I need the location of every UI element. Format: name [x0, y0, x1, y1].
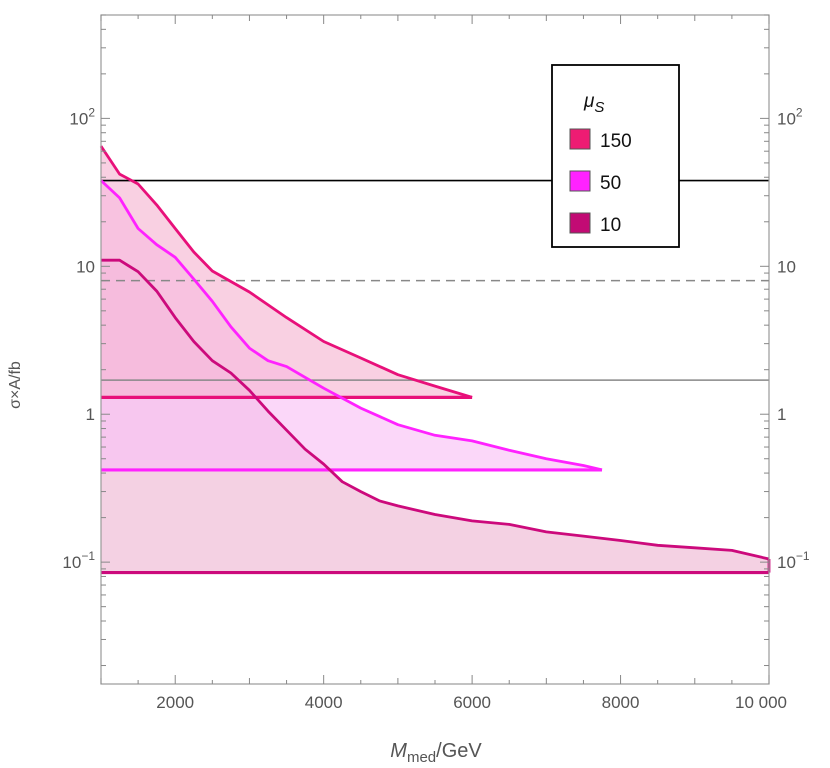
- series-line-50: [100, 179, 603, 472]
- legend-title: μS: [583, 91, 604, 116]
- y-tick-label-base: 10: [76, 257, 95, 276]
- y-tick-label-base: 1: [777, 405, 786, 424]
- y-tick-label-base: 10: [69, 109, 88, 128]
- y-tick-label-right: 102: [777, 105, 803, 128]
- x-axis-title-unit: /GeV: [436, 740, 482, 762]
- y-tick-label-base: 10: [62, 553, 81, 572]
- y-tick-label-base: 10: [777, 109, 796, 128]
- y-tick-label-exponent: −1: [796, 549, 810, 563]
- legend-swatch-50: [569, 170, 591, 192]
- area-fill-150: [101, 146, 473, 398]
- y-tick-label-left: 10: [76, 257, 95, 276]
- x-axis-title-main: M: [390, 740, 407, 762]
- y-tick-label-exponent: 2: [796, 105, 803, 119]
- y-axis-title: σ×A/fb: [7, 361, 24, 409]
- legend-swatch-150: [569, 128, 591, 150]
- legend-title-symbol: μ: [583, 91, 595, 112]
- y-tick-label-right: 1: [777, 405, 786, 424]
- y-tick-label-base: 1: [86, 405, 95, 424]
- x-tick-label: 2000: [156, 693, 194, 712]
- legend-label-10: 10: [600, 215, 621, 236]
- x-axis-title-sub: med: [407, 749, 436, 766]
- axis-ticks: [100, 14, 770, 684]
- y-tick-label-base: 10: [777, 257, 796, 276]
- y-tick-label-right: 10−1: [777, 549, 810, 572]
- legend-swatch-10: [569, 212, 591, 234]
- legend-label-50: 50: [600, 173, 621, 194]
- y-tick-label-right: 10: [777, 257, 796, 276]
- y-tick-label-exponent: −1: [81, 549, 95, 563]
- y-tick-label-base: 10: [777, 553, 796, 572]
- legend-title-sub: S: [594, 99, 604, 116]
- series-lines: [99, 145, 771, 575]
- y-tick-label-left: 1: [86, 405, 95, 424]
- x-tick-label: 8000: [602, 693, 640, 712]
- x-tick-label: 6000: [453, 693, 491, 712]
- y-tick-label-left: 102: [69, 105, 95, 128]
- area-fill-10: [101, 260, 769, 573]
- y-tick-label-left: 10−1: [62, 549, 95, 572]
- series-line-10: [101, 258, 770, 561]
- series-line-150: [99, 145, 473, 399]
- legend: μS 150 50 10: [551, 64, 680, 248]
- x-tick-label: 10 000: [735, 693, 787, 712]
- y-tick-label-exponent: 2: [88, 105, 95, 119]
- legend-label-150: 150: [600, 131, 632, 152]
- x-axis-title: Mmed/GeV: [390, 740, 482, 766]
- x-tick-label: 4000: [305, 693, 343, 712]
